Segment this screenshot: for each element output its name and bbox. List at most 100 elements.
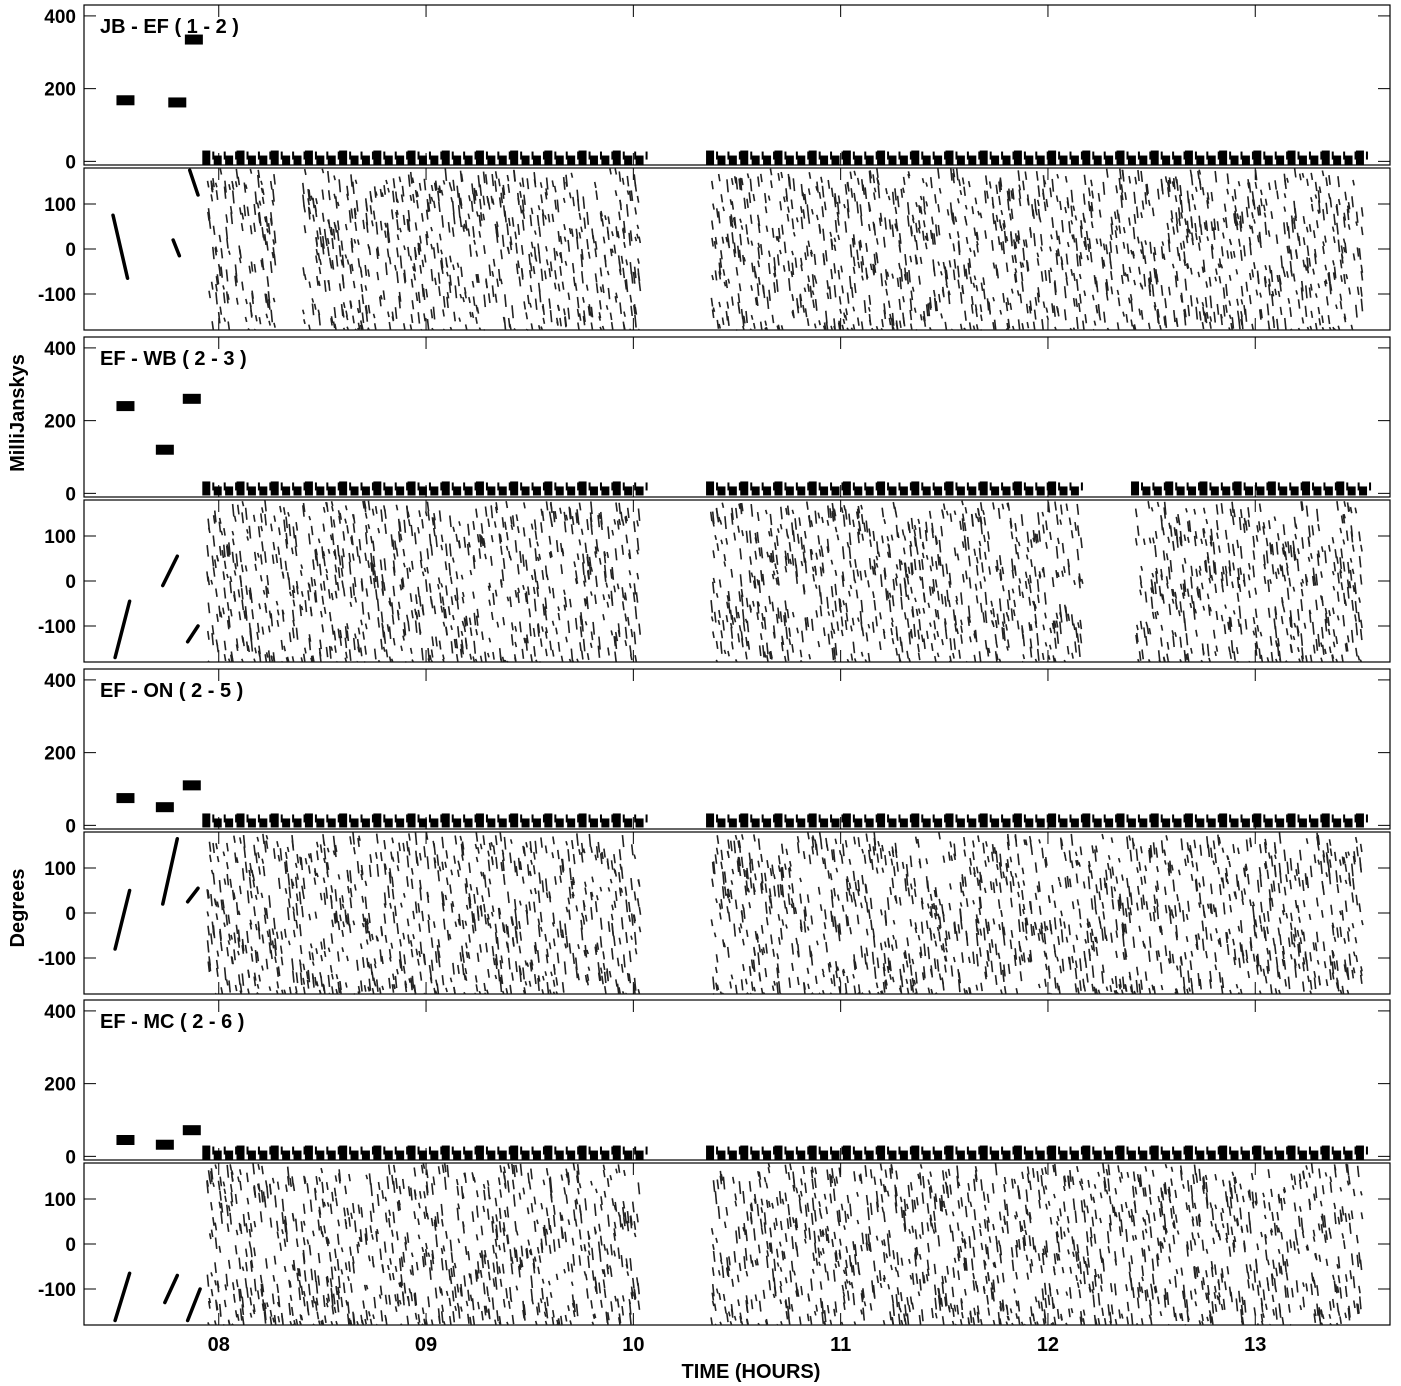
- phase-point: [1178, 218, 1182, 226]
- target-amplitude-block: [1359, 486, 1368, 496]
- phase-point: [303, 319, 306, 325]
- phase-point: [319, 583, 323, 591]
- phase-point: [1262, 522, 1266, 529]
- phase-point: [1237, 618, 1241, 628]
- phase-point: [813, 253, 817, 265]
- phase-point: [745, 224, 749, 235]
- phase-point: [865, 273, 869, 279]
- phase-point: [1320, 571, 1323, 578]
- phase-point: [799, 293, 803, 302]
- phase-point: [1185, 235, 1189, 244]
- phase-point: [1036, 533, 1039, 543]
- phase-point: [787, 260, 791, 272]
- phase-point: [1195, 297, 1199, 304]
- phase-point: [241, 281, 244, 291]
- phase-point: [442, 658, 445, 663]
- phase-point: [315, 555, 319, 567]
- target-amplitude-spike: [622, 814, 625, 823]
- phase-point: [1006, 190, 1010, 201]
- target-amplitude-spike: [508, 814, 511, 823]
- phase-point: [1266, 303, 1270, 316]
- phase-point: [1208, 565, 1212, 579]
- phase-point: [527, 586, 530, 596]
- phase-point: [717, 619, 721, 625]
- phase-point: [235, 168, 239, 179]
- phase-point: [745, 597, 749, 608]
- target-amplitude-spike: [257, 814, 260, 823]
- phase-point: [268, 986, 272, 991]
- target-amplitude-block: [430, 818, 439, 828]
- phase-point: [1347, 505, 1351, 512]
- phase-point: [221, 550, 225, 559]
- phase-point: [820, 545, 823, 551]
- phase-point: [824, 250, 828, 262]
- amp-tick-label: 0: [65, 816, 76, 837]
- phase-point: [440, 583, 444, 588]
- phase-point: [917, 608, 921, 614]
- phase-point: [1139, 575, 1143, 584]
- phase-point: [827, 611, 831, 616]
- phase-point: [479, 534, 482, 548]
- target-amplitude-spike: [212, 151, 215, 160]
- amplitude-frame: [83, 4, 1391, 166]
- target-amplitude-block: [521, 486, 530, 496]
- phase-point: [217, 263, 221, 270]
- phase-point: [364, 623, 368, 630]
- phase-point: [1289, 634, 1293, 640]
- phase-point: [711, 309, 715, 319]
- phase-point: [313, 578, 317, 586]
- phase-point: [237, 910, 241, 916]
- phase-point: [1065, 278, 1069, 286]
- phase-point: [511, 305, 515, 319]
- phase-point: [990, 600, 994, 607]
- target-amplitude-spike: [807, 814, 810, 823]
- phase-point: [287, 898, 291, 908]
- phase-point: [1053, 282, 1057, 296]
- phase-point: [796, 627, 799, 634]
- phase-point: [295, 627, 299, 640]
- phase-point: [1192, 601, 1196, 613]
- phase-point: [440, 249, 443, 255]
- target-amplitude-block: [945, 813, 954, 828]
- phase-point: [442, 295, 446, 308]
- phase-point: [555, 540, 559, 553]
- phase-point: [944, 596, 947, 607]
- phase-point: [256, 983, 260, 989]
- phase-point: [738, 503, 741, 510]
- phase-point: [1076, 548, 1080, 561]
- phase-point: [448, 181, 452, 188]
- phase-point: [1232, 610, 1236, 615]
- phase-point: [968, 555, 971, 567]
- phase-point: [466, 543, 470, 556]
- phase-point: [1140, 310, 1144, 320]
- target-amplitude-spike: [716, 482, 719, 491]
- phase-point: [376, 575, 379, 588]
- target-amplitude-spike: [1001, 814, 1004, 823]
- phase-point: [1359, 659, 1363, 663]
- phase-point: [1135, 632, 1139, 643]
- phase-point: [1001, 621, 1005, 628]
- target-amplitude-spike: [1080, 151, 1083, 160]
- phase-point: [991, 196, 995, 209]
- phase-point: [750, 314, 754, 320]
- phase-point: [1197, 170, 1200, 180]
- phase-point: [1304, 285, 1308, 299]
- phase-point: [460, 644, 464, 653]
- phase-point: [590, 322, 594, 331]
- phase-point: [718, 301, 722, 308]
- target-amplitude-block: [1347, 486, 1356, 496]
- phase-point: [1223, 203, 1227, 212]
- phase-point: [598, 316, 602, 321]
- phase-point: [1014, 522, 1018, 532]
- phase-point: [1115, 244, 1119, 254]
- phase-point: [842, 514, 846, 527]
- phase-point: [284, 851, 288, 860]
- phase-point: [437, 583, 440, 590]
- phase-point: [826, 280, 830, 290]
- phase-point: [1120, 184, 1124, 193]
- phase-point: [215, 276, 219, 286]
- phase-point: [1251, 212, 1254, 219]
- phase-point: [1010, 558, 1014, 572]
- phase-point: [414, 222, 418, 231]
